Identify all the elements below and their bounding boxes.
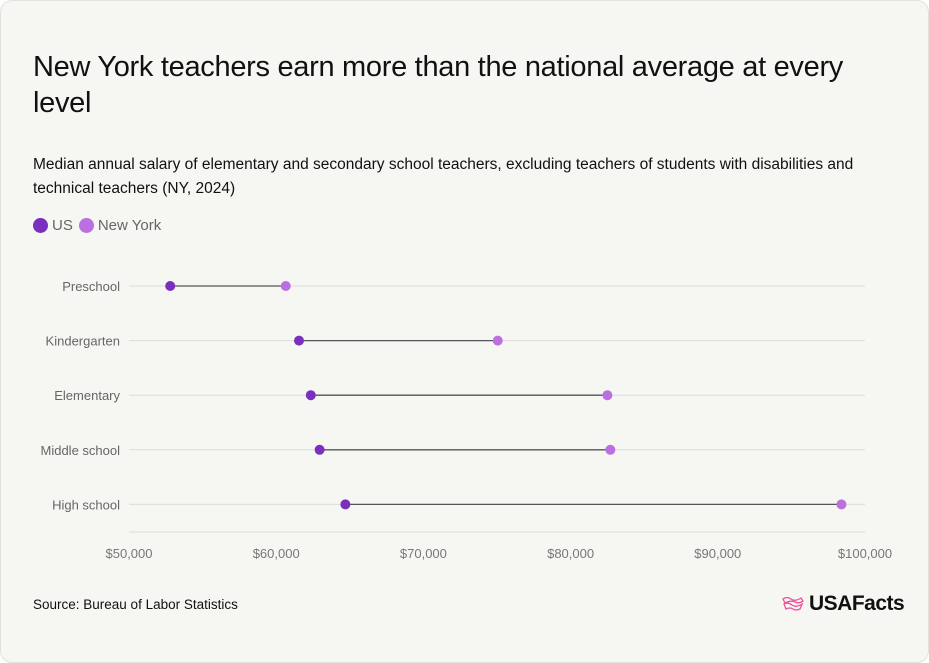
us-point xyxy=(314,444,325,455)
legend-ny-marker xyxy=(78,218,94,233)
legend-us-label: US xyxy=(52,217,73,234)
usafacts-logo: USAFacts xyxy=(781,592,905,616)
category-label: Kindergarten xyxy=(46,334,120,349)
source-note: Source: Bureau of Labor Statistics xyxy=(33,597,238,612)
x-tick-label: $90,000 xyxy=(694,546,741,561)
chart-title: New York teachers earn more than the nat… xyxy=(33,51,844,119)
us-point xyxy=(165,281,176,291)
category-label: High school xyxy=(52,497,120,512)
us-point xyxy=(305,390,316,401)
x-tick-label: $80,000 xyxy=(547,546,594,561)
legend-item-ny: New York xyxy=(78,217,162,234)
x-tick-label: $100,000 xyxy=(838,546,892,561)
us-point xyxy=(294,335,305,346)
category-label: Middle school xyxy=(41,443,121,458)
x-tick-label: $50,000 xyxy=(106,546,153,561)
chart-subtitle: Median annual salary of elementary and s… xyxy=(33,156,854,197)
legend: US New York xyxy=(33,217,167,234)
category-label: Elementary xyxy=(54,388,120,403)
logo-text: USAFacts xyxy=(809,592,905,615)
ny-point xyxy=(492,335,503,346)
legend-us-marker xyxy=(33,218,48,233)
legend-ny-label: New York xyxy=(97,217,162,234)
x-tick-label: $60,000 xyxy=(253,546,300,561)
ny-point xyxy=(605,444,616,455)
ny-point xyxy=(836,499,847,510)
us-point xyxy=(340,499,351,510)
legend-item-us: US xyxy=(33,217,73,234)
x-tick-label: $70,000 xyxy=(400,546,447,561)
us-map-flag-icon xyxy=(782,596,804,611)
ny-point xyxy=(280,281,291,291)
category-label: Preschool xyxy=(62,279,120,294)
ny-point xyxy=(602,390,613,401)
